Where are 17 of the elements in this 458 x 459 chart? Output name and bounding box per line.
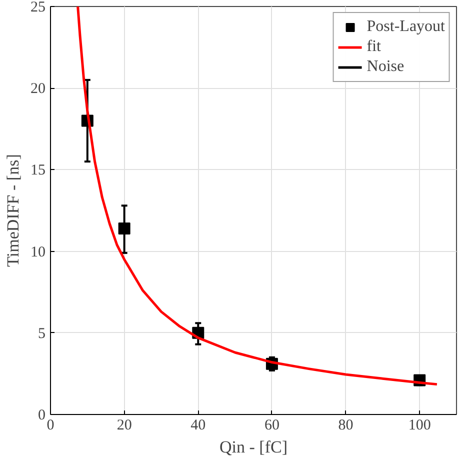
legend-label: Post-Layout xyxy=(366,18,445,36)
y-tick-label: 0 xyxy=(38,408,46,424)
y-tick-label: 25 xyxy=(30,0,46,16)
annotation: Noise xyxy=(366,58,404,76)
y-axis-title: TimeDIFF - [ns] xyxy=(4,154,22,267)
point xyxy=(118,222,130,234)
x-tick-label: 60 xyxy=(264,418,280,434)
y-tick-label: 15 xyxy=(30,162,46,179)
y-tick-label: 5 xyxy=(38,326,46,342)
x-tick-label: 100 xyxy=(408,418,431,434)
y-tick-label: 20 xyxy=(30,81,46,98)
x-tick-label: 40 xyxy=(190,418,206,434)
legend-label: fit xyxy=(366,38,382,56)
y-tick-label: 10 xyxy=(30,244,46,260)
x-tick-label: 80 xyxy=(338,418,354,434)
x-axis-title: Qin - [fC] xyxy=(220,438,288,456)
x-tick-label: 20 xyxy=(116,418,132,434)
